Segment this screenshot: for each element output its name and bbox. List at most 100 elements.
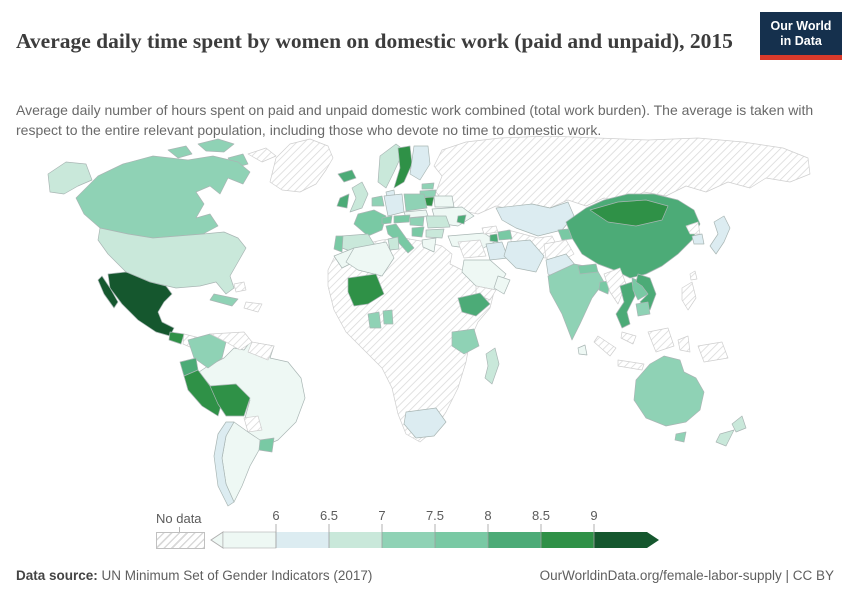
country-indonesia-sulawesi[interactable] <box>677 335 691 353</box>
country-armenia[interactable] <box>489 233 499 243</box>
country-portugal[interactable] <box>333 235 344 253</box>
legend-bin-<6[interactable] <box>222 531 277 549</box>
country-alaska[interactable] <box>47 161 93 195</box>
country-chile[interactable] <box>213 421 235 507</box>
country-south-africa[interactable] <box>403 407 447 439</box>
chart-footer: Data source: UN Minimum Set of Gender In… <box>16 568 834 583</box>
country-mali[interactable] <box>347 273 385 307</box>
country-austria[interactable] <box>393 214 411 224</box>
country-belarus[interactable] <box>433 195 455 208</box>
page-title: Average daily time spent by women on dom… <box>16 29 733 54</box>
country-madagascar[interactable] <box>484 347 500 385</box>
country-ghana[interactable] <box>367 311 382 329</box>
country-australia[interactable] <box>633 355 705 427</box>
country-guyanas[interactable] <box>247 341 275 361</box>
country-canada-island[interactable] <box>167 145 193 159</box>
country-greenland[interactable] <box>269 138 334 193</box>
legend-tick-label: 7.5 <box>426 508 444 523</box>
country-nepal[interactable] <box>577 263 599 275</box>
country-mexico[interactable] <box>107 271 175 337</box>
country-iran[interactable] <box>503 239 545 273</box>
legend-bin-8.5-9[interactable] <box>541 532 594 548</box>
country-cambodia[interactable] <box>635 301 651 317</box>
country-ethiopia[interactable] <box>457 292 491 317</box>
country-vietnam[interactable] <box>635 273 657 311</box>
legend-bin-7.5-8[interactable] <box>435 532 488 548</box>
country-bolivia[interactable] <box>209 383 251 417</box>
legend-bin-6.5-7[interactable] <box>329 532 382 548</box>
country-cuba[interactable] <box>209 293 239 307</box>
country-moldova[interactable] <box>456 214 467 225</box>
country-venezuela[interactable] <box>209 331 253 351</box>
country-guatemala[interactable] <box>168 331 185 345</box>
country-germany[interactable] <box>383 193 405 217</box>
legend-tick-label: 6.5 <box>320 508 338 523</box>
country-south-korea[interactable] <box>691 233 705 245</box>
country-peru[interactable] <box>183 369 223 417</box>
country-malaysia[interactable] <box>620 331 637 345</box>
legend-arrow-right <box>647 532 659 548</box>
country-algeria[interactable] <box>345 241 395 277</box>
country-tunisia[interactable] <box>387 236 400 251</box>
country-greece[interactable] <box>421 237 437 253</box>
country-benelux[interactable] <box>371 195 385 207</box>
country-hispaniola[interactable] <box>243 301 263 313</box>
country-mexico-baja[interactable] <box>97 275 119 309</box>
owid-logo[interactable]: Our World in Data <box>760 12 842 60</box>
country-iceland[interactable] <box>337 169 357 183</box>
country-ireland[interactable] <box>336 193 350 209</box>
legend-bin-8-8.5[interactable] <box>488 532 541 548</box>
country-arctic-islands[interactable] <box>247 147 277 163</box>
country-azerbaijan[interactable] <box>497 229 513 241</box>
country-new-zealand-north[interactable] <box>731 415 747 433</box>
country-sweden[interactable] <box>393 145 413 189</box>
country-canada-island[interactable] <box>197 138 235 153</box>
country-hungary[interactable] <box>409 216 425 227</box>
country-taiwan[interactable] <box>689 270 698 281</box>
country-bahamas[interactable] <box>233 281 247 293</box>
country-new-zealand-south[interactable] <box>715 429 735 447</box>
country-levant[interactable] <box>457 239 487 259</box>
country-india[interactable] <box>547 263 605 341</box>
legend-color-scale[interactable]: 6 6.5 7 7.5 8 8.5 9 <box>207 508 667 552</box>
country-sri-lanka[interactable] <box>577 344 588 356</box>
country-oman[interactable] <box>493 275 511 295</box>
country-iraq[interactable] <box>485 241 509 261</box>
country-indonesia-borneo[interactable] <box>647 327 675 353</box>
country-uruguay[interactable] <box>258 437 275 453</box>
country-bulgaria[interactable] <box>425 228 445 239</box>
country-poland[interactable] <box>403 193 428 212</box>
country-switzerland[interactable] <box>381 215 393 225</box>
country-tasmania[interactable] <box>674 431 687 443</box>
data-source-text: UN Minimum Set of Gender Indicators (201… <box>97 568 373 583</box>
country-united-kingdom[interactable] <box>349 181 369 213</box>
legend-bin-6-6.5[interactable] <box>276 532 329 548</box>
country-benin-togo[interactable] <box>382 309 394 325</box>
country-italy[interactable] <box>385 223 415 254</box>
legend-bin->9[interactable] <box>594 532 647 548</box>
country-norway[interactable] <box>377 143 405 189</box>
country-new-guinea[interactable] <box>697 341 729 363</box>
country-north-korea[interactable] <box>685 221 701 235</box>
country-philippines[interactable] <box>681 281 697 311</box>
legend-tick-label: 9 <box>590 508 597 523</box>
legend-no-data-swatch[interactable] <box>156 532 205 549</box>
country-indonesia-sumatra[interactable] <box>593 335 617 357</box>
owid-link[interactable]: OurWorldinData.org/female-labor-supply |… <box>539 568 834 583</box>
country-romania[interactable] <box>425 215 451 229</box>
country-paraguay[interactable] <box>243 415 263 433</box>
country-serbia[interactable] <box>411 226 425 238</box>
country-georgia[interactable] <box>481 225 499 235</box>
owid-logo-line1: Our World <box>770 19 832 33</box>
country-mongolia[interactable] <box>589 199 669 227</box>
country-france[interactable] <box>353 209 387 237</box>
country-yemen[interactable] <box>475 285 497 301</box>
country-canada[interactable] <box>75 155 251 239</box>
country-estonia[interactable] <box>421 182 435 190</box>
country-finland[interactable] <box>409 145 431 181</box>
country-tanzania[interactable] <box>451 328 480 355</box>
legend-bin-7-7.5[interactable] <box>382 532 435 548</box>
country-indonesia-java[interactable] <box>617 359 645 371</box>
country-japan[interactable] <box>709 215 731 255</box>
